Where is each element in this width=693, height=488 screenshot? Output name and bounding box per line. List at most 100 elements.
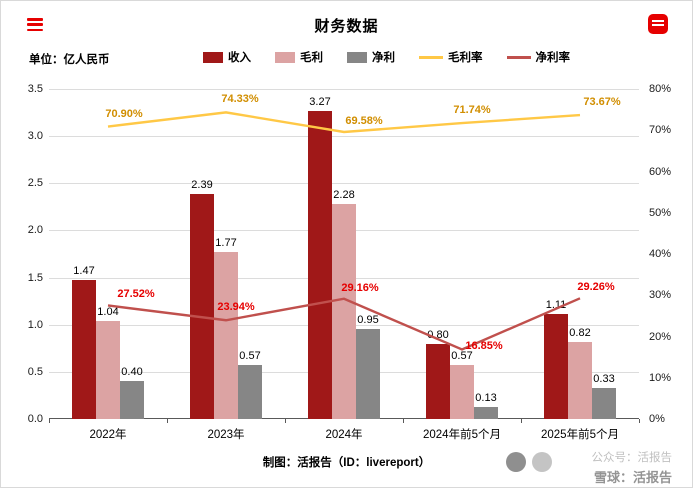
wechat-icon bbox=[506, 452, 526, 472]
bar-value-income: 1.11 bbox=[545, 299, 567, 312]
gridline bbox=[49, 183, 639, 185]
legend-label-gross-profit: 毛利 bbox=[300, 52, 323, 64]
bar-income bbox=[426, 343, 450, 419]
bar-gross-profit bbox=[96, 320, 120, 419]
legend-item-gross-margin: 毛利率 bbox=[419, 49, 483, 65]
left-axis-tick: 3.5 bbox=[27, 83, 43, 95]
category-label: 2023年 bbox=[207, 429, 245, 441]
bar-value-gross-profit: 1.04 bbox=[97, 305, 119, 318]
right-axis-tick: 20% bbox=[649, 330, 672, 343]
category-label: 2024年前5个月 bbox=[423, 429, 501, 441]
gridline bbox=[49, 136, 639, 138]
x-axis-tick bbox=[639, 419, 640, 423]
left-axis-tick: 2.5 bbox=[27, 177, 43, 190]
bar-value-net-profit: 0.33 bbox=[593, 372, 615, 385]
watermark-xueqiu-account: 雪球：活报告 bbox=[593, 470, 672, 485]
line-value-gross-margin: 71.74% bbox=[453, 104, 491, 117]
right-axis-tick: 40% bbox=[649, 248, 672, 260]
category-label: 2022年 bbox=[89, 429, 127, 441]
bar-gross-profit bbox=[568, 341, 592, 419]
line-value-net-margin: 16.85% bbox=[465, 340, 503, 353]
unit-label: 单位：亿人民币 bbox=[29, 54, 110, 66]
line-gross-margin bbox=[107, 111, 581, 134]
line-value-gross-margin: 73.67% bbox=[583, 96, 621, 109]
legend-label-net-profit: 净利 bbox=[372, 52, 395, 64]
chart-legend: 收入 毛利 净利 毛利率 净利率 bbox=[203, 49, 570, 65]
red-app-logo-icon[interactable] bbox=[648, 14, 668, 34]
legend-item-net-profit: 净利 bbox=[347, 49, 395, 65]
bar-net-profit bbox=[356, 329, 380, 419]
category-label: 2025年前5个月 bbox=[541, 429, 619, 441]
right-axis-tick: 0% bbox=[649, 413, 665, 425]
line-value-net-margin: 23.94% bbox=[217, 301, 255, 314]
bar-value-gross-profit: 2.28 bbox=[333, 189, 355, 202]
bar-value-income: 1.47 bbox=[73, 265, 95, 278]
legend-swatch-net-margin bbox=[506, 55, 531, 59]
bar-net-profit bbox=[474, 406, 498, 419]
line-value-gross-margin: 69.58% bbox=[345, 114, 383, 127]
legend-item-income: 收入 bbox=[203, 49, 251, 65]
line-net-margin bbox=[107, 297, 581, 351]
bar-value-gross-profit: 1.77 bbox=[215, 237, 237, 250]
right-axis-tick: 70% bbox=[649, 124, 672, 137]
chart-credit: 制图：活报告（ID：livereport） bbox=[262, 457, 431, 469]
bar-value-net-profit: 0.57 bbox=[239, 350, 261, 363]
line-series-overlay bbox=[107, 111, 581, 351]
chart-header: 财务数据 bbox=[1, 11, 692, 39]
bar-net-profit bbox=[238, 365, 262, 419]
chart-title: 财务数据 bbox=[314, 18, 379, 35]
right-axis-tick: 10% bbox=[649, 371, 672, 384]
line-value-net-margin: 27.52% bbox=[117, 288, 155, 301]
bar-net-profit bbox=[120, 381, 144, 419]
legend-item-net-margin: 净利率 bbox=[506, 49, 571, 65]
left-axis-tick: 3.0 bbox=[27, 130, 43, 143]
bar-value-gross-profit: 0.57 bbox=[451, 350, 473, 363]
bar-gross-profit bbox=[214, 252, 238, 419]
left-axis-tick: 2.0 bbox=[27, 224, 43, 237]
gridline bbox=[49, 89, 639, 90]
right-axis-tick: 60% bbox=[649, 165, 672, 178]
bar-net-profit bbox=[592, 387, 616, 419]
legend-label-income: 收入 bbox=[228, 52, 251, 64]
hamburger-menu-icon[interactable] bbox=[27, 18, 43, 31]
line-value-net-margin: 29.16% bbox=[341, 281, 379, 294]
bar-income bbox=[72, 280, 96, 419]
x-axis-tick bbox=[167, 419, 168, 423]
line-value-gross-margin: 74.33% bbox=[221, 93, 259, 106]
bar-value-net-profit: 0.13 bbox=[475, 391, 497, 404]
x-axis-tick bbox=[403, 419, 404, 423]
bar-value-net-profit: 0.95 bbox=[357, 314, 379, 327]
legend-label-gross-margin: 毛利率 bbox=[448, 52, 483, 64]
legend-swatch-net-profit bbox=[347, 51, 367, 63]
x-axis-tick bbox=[521, 419, 522, 423]
bar-income bbox=[544, 314, 568, 419]
chart-plot-area: 0.0 0.5 1.0 1.5 2.0 2.5 3.0 3.5 0% 10% 20% 30% 40% 50… bbox=[28, 83, 671, 441]
bar-income bbox=[308, 110, 332, 419]
watermark-wechat-account: 公众号：活报告 bbox=[591, 452, 673, 464]
x-axis-tick bbox=[285, 419, 286, 423]
left-axis-tick: 1.5 bbox=[27, 271, 43, 284]
bar-income bbox=[190, 193, 214, 419]
bar-gross-profit bbox=[450, 365, 474, 419]
legend-item-gross-profit: 毛利 bbox=[275, 49, 323, 65]
left-axis-tick: 1.0 bbox=[27, 318, 43, 331]
legend-label-net-margin: 净利率 bbox=[535, 52, 571, 64]
line-value-net-margin: 29.26% bbox=[577, 281, 615, 294]
watermark: 公众号：活报告 雪球：活报告 bbox=[592, 449, 673, 486]
bar-value-income: 2.39 bbox=[191, 178, 213, 191]
legend-swatch-income bbox=[203, 51, 223, 63]
right-axis-tick: 50% bbox=[649, 206, 672, 219]
right-axis-tick: 80% bbox=[649, 83, 672, 95]
legend-swatch-gross-margin bbox=[419, 55, 443, 59]
line-value-gross-margin: 70.90% bbox=[105, 107, 143, 120]
xueqiu-icon bbox=[532, 452, 552, 472]
bar-value-gross-profit: 0.82 bbox=[569, 326, 591, 339]
left-axis-tick: 0.0 bbox=[27, 413, 43, 425]
bar-value-net-profit: 0.40 bbox=[121, 366, 143, 379]
bar-value-income: 3.27 bbox=[309, 95, 331, 108]
left-axis-tick: 0.5 bbox=[27, 365, 43, 378]
right-axis-tick: 30% bbox=[649, 289, 672, 302]
x-axis-tick bbox=[49, 419, 50, 423]
category-label: 2024年 bbox=[325, 429, 363, 441]
